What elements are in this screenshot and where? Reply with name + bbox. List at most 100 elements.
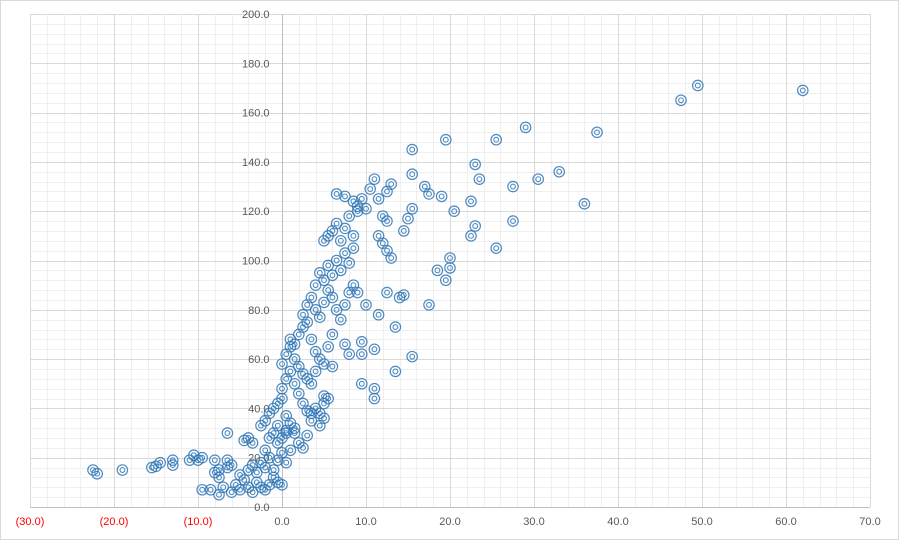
data-point-outer-ring (234, 483, 246, 496)
data-point-outer-ring (381, 215, 393, 227)
data-point (368, 392, 381, 405)
data-point-inner-ring (472, 223, 479, 229)
data-point (288, 338, 301, 351)
data-point-inner-ring (329, 363, 336, 370)
data-point-outer-ring (347, 195, 360, 208)
data-point-inner-ring (493, 245, 500, 252)
data-point (250, 466, 263, 479)
data-point (276, 479, 288, 491)
data-point (339, 247, 351, 259)
data-point-outer-ring (402, 212, 414, 225)
data-point (259, 444, 271, 457)
data-point-inner-ring (342, 250, 348, 257)
data-point-inner-ring (262, 464, 269, 471)
data-point-inner-ring (799, 87, 806, 94)
data-point-inner-ring (300, 400, 306, 407)
data-point-outer-ring (196, 483, 208, 496)
data-point-inner-ring (346, 260, 353, 266)
data-point-outer-ring (406, 168, 418, 181)
data-point-outer-ring (271, 437, 284, 449)
data-point-inner-ring (308, 294, 315, 301)
data-point-inner-ring (224, 430, 231, 436)
data-point-inner-ring (350, 198, 357, 205)
data-point-inner-ring (312, 368, 319, 375)
data-point (330, 254, 343, 267)
data-point-outer-ring (435, 190, 448, 203)
data-point (439, 274, 452, 287)
data-point-outer-ring (150, 460, 162, 473)
data-point-outer-ring (355, 336, 368, 348)
data-point-outer-ring (473, 173, 486, 185)
data-point (364, 183, 376, 195)
data-point (351, 205, 364, 217)
data-point-outer-ring (276, 446, 288, 459)
data-point-inner-ring (325, 343, 332, 350)
data-point (372, 193, 385, 205)
data-point (355, 377, 368, 390)
data-point-inner-ring (308, 336, 315, 343)
data-point-outer-ring (397, 289, 410, 301)
data-point-outer-ring (196, 451, 208, 464)
data-point-outer-ring (326, 291, 339, 304)
data-point-outer-ring (796, 84, 809, 97)
data-point-outer-ring (318, 296, 330, 309)
data-point-outer-ring (691, 79, 704, 92)
data-point-outer-ring (330, 303, 343, 316)
data-point (326, 360, 339, 373)
data-point (305, 407, 318, 420)
data-point (343, 210, 355, 222)
data-point-inner-ring (678, 97, 684, 104)
y-tick-label: 200.0 (242, 9, 270, 21)
data-point (423, 188, 435, 200)
data-point-outer-ring (368, 382, 381, 395)
data-point-outer-ring (591, 126, 603, 139)
x-tick-label: (20.0) (100, 516, 129, 528)
data-point-inner-ring (300, 444, 306, 451)
data-point-outer-ring (305, 377, 318, 390)
data-point-inner-ring (304, 407, 311, 414)
data-point-inner-ring (274, 422, 281, 429)
data-point-inner-ring (199, 454, 206, 461)
data-point-inner-ring (342, 193, 348, 200)
data-point (280, 456, 292, 469)
data-point-inner-ring (295, 390, 302, 397)
data-point (347, 195, 360, 208)
data-point (322, 259, 334, 272)
data-point-inner-ring (295, 363, 302, 370)
data-point-inner-ring (90, 467, 96, 473)
data-point-inner-ring (409, 171, 416, 178)
data-point-inner-ring (211, 457, 218, 464)
data-point (448, 205, 460, 217)
data-point-outer-ring (439, 133, 452, 146)
data-point-outer-ring (309, 365, 322, 378)
data-points (87, 79, 809, 501)
data-point (465, 195, 477, 208)
data-point-outer-ring (301, 429, 313, 442)
data-point-inner-ring (375, 311, 382, 318)
data-point-outer-ring (397, 225, 410, 237)
data-point-inner-ring (321, 361, 327, 367)
y-tick-label: 120.0 (242, 206, 270, 218)
data-point-inner-ring (253, 469, 260, 476)
data-point-inner-ring (400, 292, 407, 298)
data-point (326, 269, 339, 282)
data-point (305, 377, 318, 390)
data-point-inner-ring (384, 188, 390, 195)
data-point-inner-ring (283, 412, 290, 419)
data-point-outer-ring (532, 173, 544, 185)
data-point (284, 365, 297, 378)
data-point (397, 289, 410, 301)
data-point-outer-ring (213, 464, 225, 476)
data-point-outer-ring (519, 121, 532, 134)
data-point (691, 79, 704, 92)
data-point-inner-ring (169, 457, 176, 464)
y-tick-label: 160.0 (242, 108, 270, 120)
data-point-inner-ring (304, 319, 311, 326)
data-point-outer-ring (339, 338, 351, 351)
data-point (284, 444, 297, 457)
data-point-inner-ring (371, 346, 378, 353)
data-point-outer-ring (347, 230, 360, 242)
data-point (334, 234, 347, 247)
data-point-inner-ring (283, 430, 290, 436)
